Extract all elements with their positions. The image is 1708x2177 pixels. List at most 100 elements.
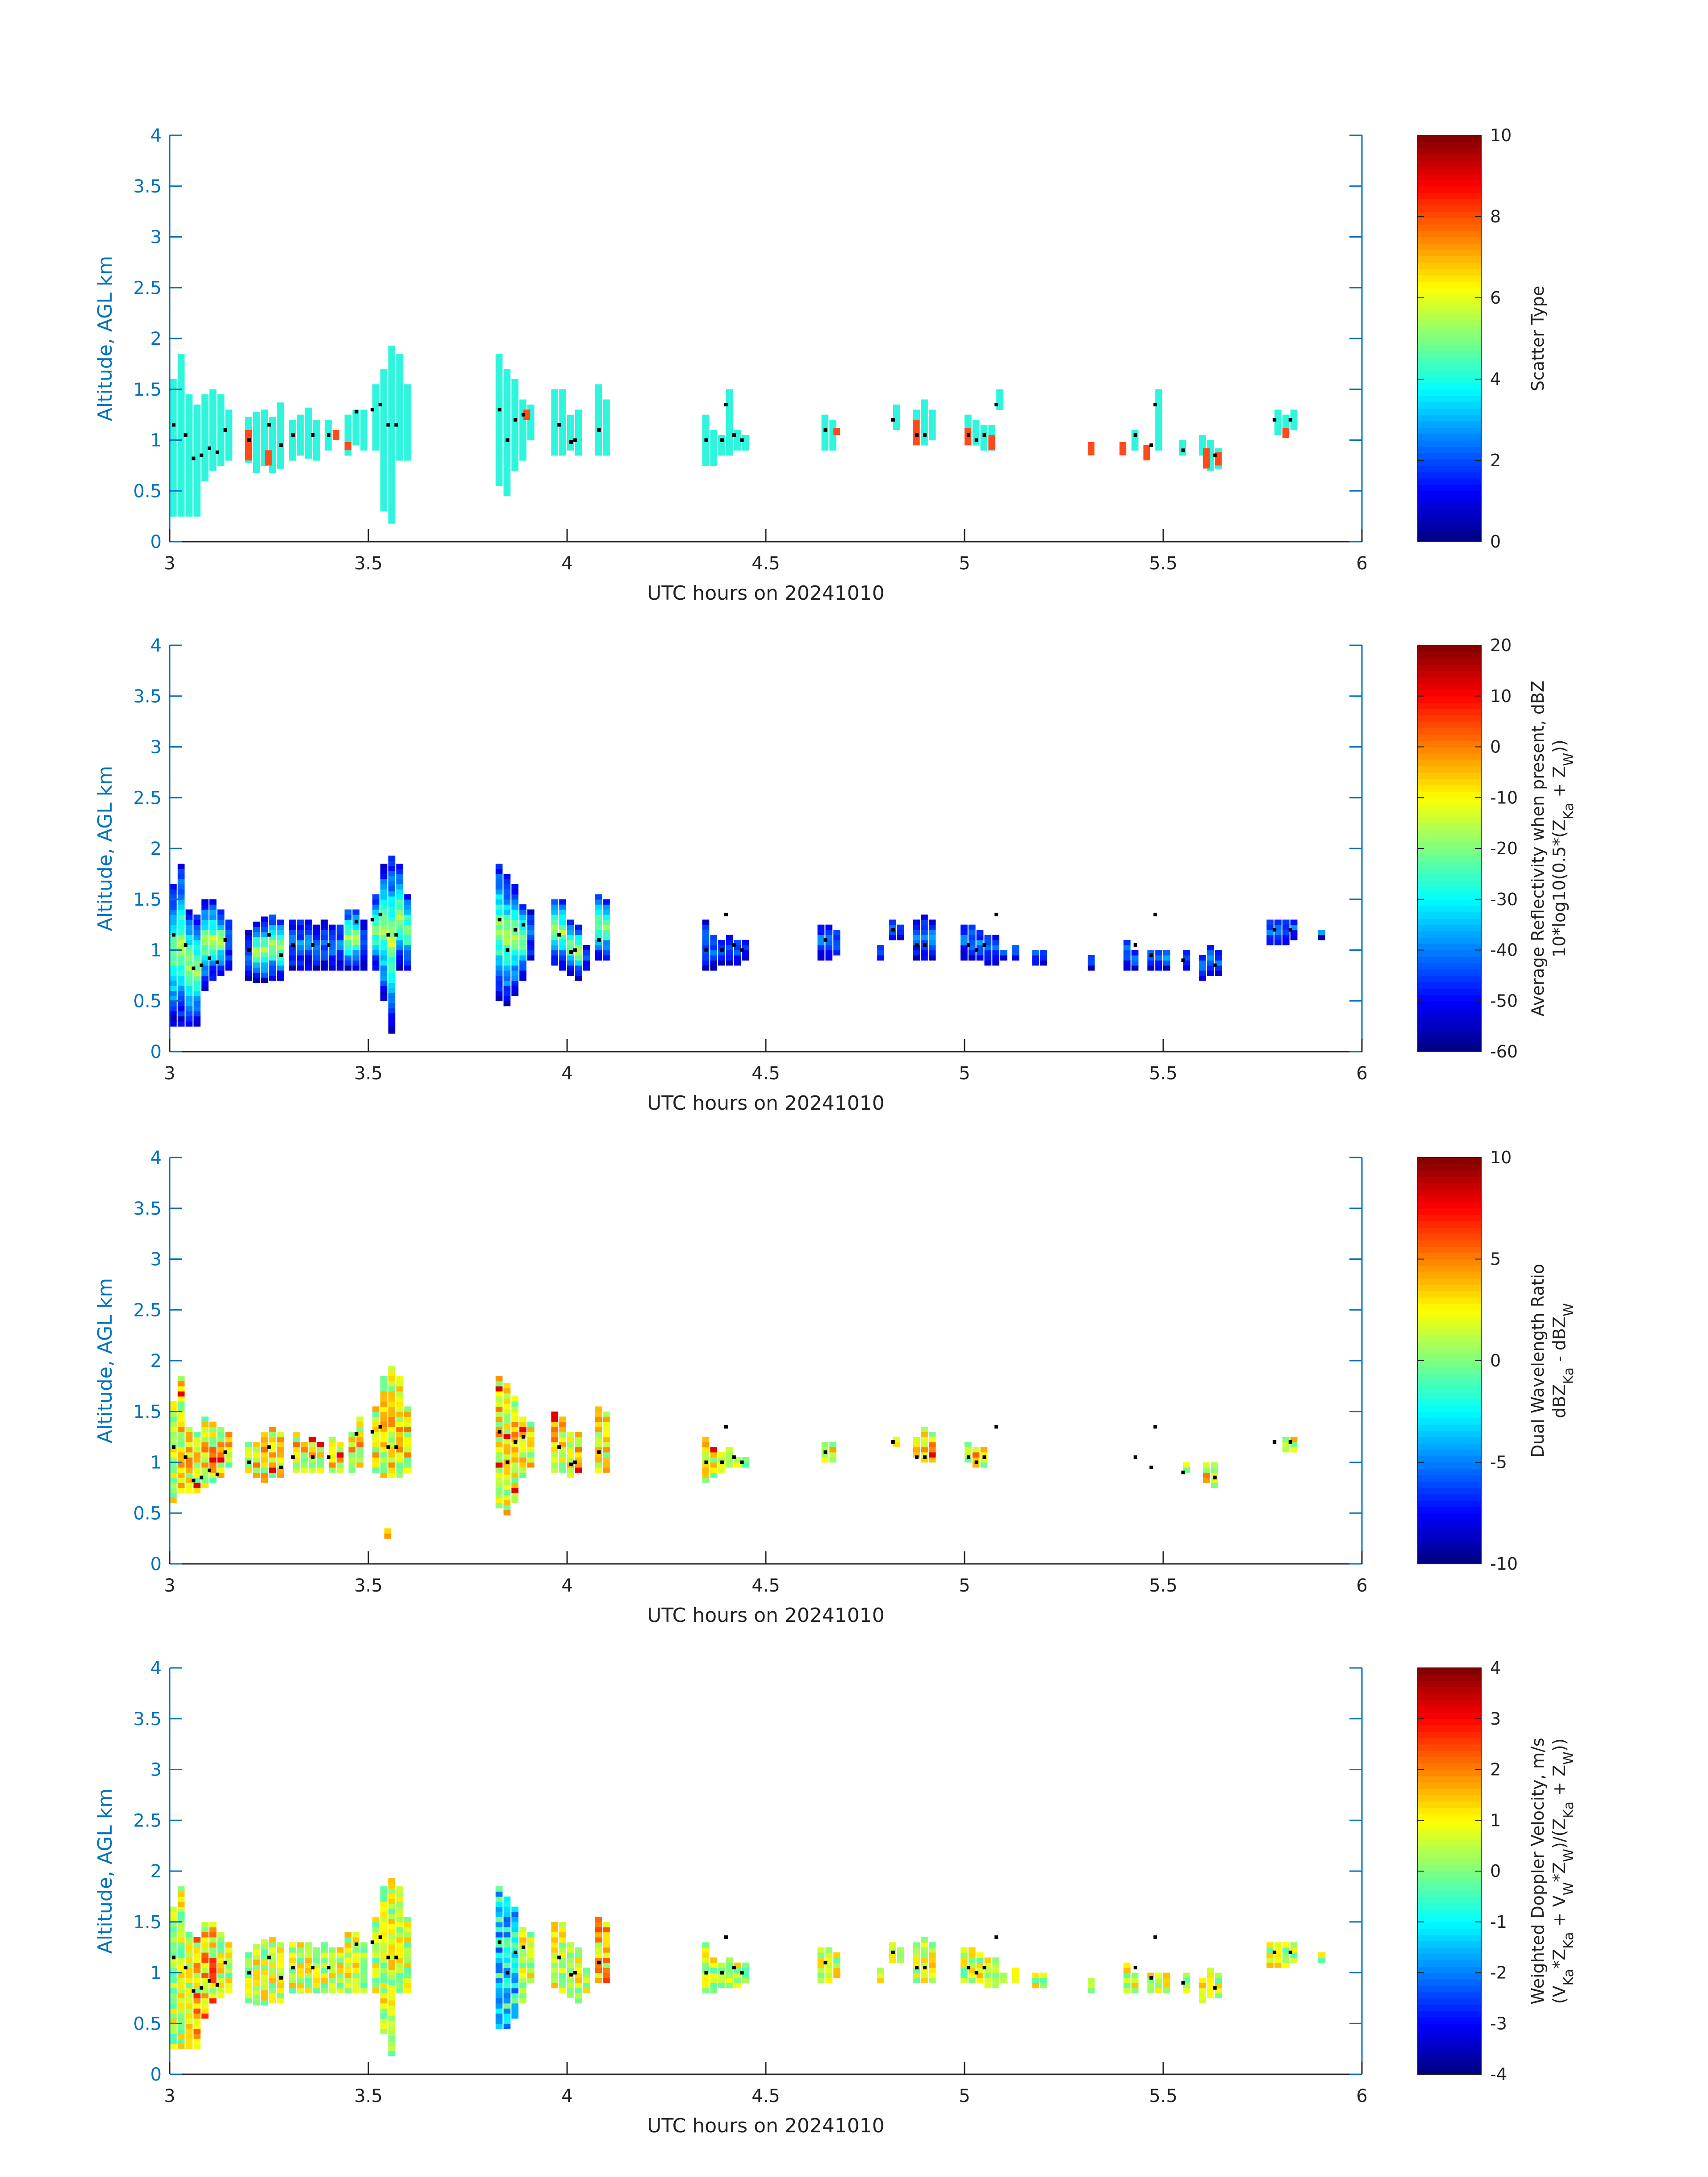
colorbar-swatch xyxy=(1418,535,1481,542)
heatmap-cell xyxy=(209,1457,217,1463)
y-tick-label: 0 xyxy=(150,1554,162,1575)
y-tick-label: 2.5 xyxy=(133,1810,162,1831)
heatmap-cell xyxy=(352,930,360,935)
heatmap-cell xyxy=(495,394,503,400)
heatmap-cell xyxy=(253,972,260,978)
heatmap-cell xyxy=(702,1962,710,1968)
colorbar-swatch xyxy=(1418,1519,1481,1526)
heatmap-cell xyxy=(742,1977,749,1983)
heatmap-cell xyxy=(495,980,503,986)
heatmap-cell xyxy=(388,942,396,948)
heatmap-cell xyxy=(360,945,367,951)
colorbar-swatch xyxy=(1418,446,1481,453)
heatmap-cell xyxy=(511,1972,519,1978)
colorbar-swatch xyxy=(1418,664,1481,671)
heatmap-cell xyxy=(984,955,992,961)
heatmap-cell xyxy=(209,399,217,405)
heatmap-cell xyxy=(503,394,511,400)
heatmap-cell xyxy=(388,493,396,498)
heatmap-cell xyxy=(503,1906,511,1912)
heatmap-cell xyxy=(567,1988,574,1993)
heatmap-cell xyxy=(877,1968,884,1973)
y-tick-label: 1.5 xyxy=(133,380,162,400)
heatmap-cell xyxy=(185,914,193,920)
heatmap-cell xyxy=(1274,940,1282,945)
colorbar-swatch xyxy=(1418,2004,1481,2011)
heatmap-cell xyxy=(388,1985,396,1990)
heatmap-cell xyxy=(388,2046,396,2052)
heatmap-cell xyxy=(710,960,718,966)
heatmap-cell xyxy=(710,1988,718,1993)
heatmap-cell xyxy=(396,1927,403,1933)
heatmap-cell xyxy=(185,2034,193,2039)
heatmap-cell xyxy=(380,2018,388,2024)
colorbar-swatch xyxy=(1418,778,1481,786)
heatmap-cell xyxy=(921,414,928,420)
heatmap-cell xyxy=(893,425,900,430)
heatmap-cell xyxy=(495,940,503,945)
heatmap-cell xyxy=(1207,965,1214,971)
heatmap-cell xyxy=(177,1421,185,1427)
heatmap-cell xyxy=(1199,1983,1206,1989)
heatmap-cell xyxy=(209,1452,217,1458)
heatmap-cell xyxy=(702,1942,710,1948)
marker-point xyxy=(378,912,382,916)
y-tick-label: 0 xyxy=(150,2064,162,2085)
colorbar-swatch xyxy=(1418,465,1481,472)
heatmap-cell xyxy=(336,1947,344,1953)
colorbar-swatch xyxy=(1418,1852,1481,1859)
heatmap-cell xyxy=(344,1962,352,1968)
heatmap-cell xyxy=(185,1483,193,1488)
marker-point xyxy=(355,1942,359,1946)
heatmap-cell xyxy=(495,1452,503,1458)
colorbar-swatch xyxy=(1418,1922,1481,1929)
colorbar-tick-label: 4 xyxy=(1490,369,1501,389)
y-tick-label: 1 xyxy=(150,430,162,451)
heatmap-cell xyxy=(595,399,602,405)
heatmap-cell xyxy=(404,1952,411,1958)
heatmap-cell xyxy=(277,428,284,434)
heatmap-cell xyxy=(404,924,411,930)
heatmap-cell xyxy=(225,450,233,456)
heatmap-cell xyxy=(225,1968,233,1973)
heatmap-cell xyxy=(519,1442,526,1447)
heatmap-cell xyxy=(321,1968,328,1973)
heatmap-cell xyxy=(503,1439,511,1445)
heatmap-cell xyxy=(177,950,185,956)
heatmap-cell xyxy=(253,442,260,447)
heatmap-cell xyxy=(177,2039,185,2044)
heatmap-cell xyxy=(559,1922,566,1927)
heatmap-cell xyxy=(253,1472,260,1478)
heatmap-cell xyxy=(388,947,396,953)
heatmap-cell xyxy=(325,445,332,451)
heatmap-cell xyxy=(404,430,411,435)
heatmap-cell xyxy=(1123,940,1131,945)
heatmap-cell xyxy=(380,1927,388,1933)
heatmap-cell xyxy=(185,491,193,497)
heatmap-cell xyxy=(388,2005,396,2011)
heatmap-cell xyxy=(170,1011,177,1016)
heatmap-cell xyxy=(1207,440,1214,446)
heatmap-cell xyxy=(329,1467,336,1473)
colorbar-swatch xyxy=(1418,224,1481,231)
heatmap-cell xyxy=(1266,1942,1274,1948)
heatmap-cell xyxy=(495,379,503,384)
heatmap-cell xyxy=(495,1421,503,1427)
heatmap-cell xyxy=(503,1510,511,1516)
heatmap-cell xyxy=(305,1952,312,1958)
marker-point xyxy=(514,418,518,422)
heatmap-cell xyxy=(269,1993,276,1998)
heatmap-cell xyxy=(388,1980,396,1985)
heatmap-cell xyxy=(360,960,367,966)
heatmap-cell xyxy=(185,1983,193,1989)
heatmap-cell xyxy=(921,440,928,446)
heatmap-cell xyxy=(511,1993,519,1998)
x-tick-label: 6 xyxy=(1356,553,1367,574)
heatmap-cell xyxy=(1123,1977,1131,1983)
heatmap-cell xyxy=(559,435,566,441)
heatmap-cell xyxy=(551,399,559,405)
heatmap-cell xyxy=(277,422,284,428)
heatmap-cell xyxy=(817,924,825,930)
heatmap-cell xyxy=(575,935,582,940)
heatmap-cell xyxy=(825,1968,833,1973)
